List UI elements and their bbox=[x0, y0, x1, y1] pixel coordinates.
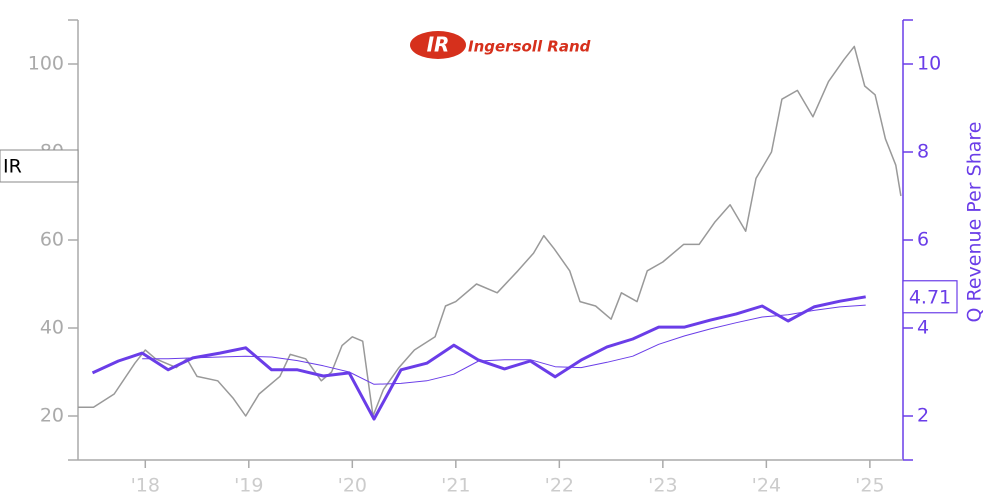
x-tick-label: '20 bbox=[338, 475, 367, 497]
y-tick-label: 100 bbox=[28, 53, 64, 75]
series-line bbox=[91, 295, 866, 421]
x-tick-label: '23 bbox=[648, 475, 677, 497]
x-tick-label: '19 bbox=[234, 475, 263, 497]
series-line bbox=[78, 45, 902, 417]
logo-name: Ingersoll Rand bbox=[468, 38, 591, 56]
ticker-label: IR bbox=[3, 156, 22, 178]
y2-tick-label: 8 bbox=[917, 141, 929, 163]
y2-tick-label: 4 bbox=[917, 317, 929, 339]
x-tick-label: '18 bbox=[131, 475, 160, 497]
y2-tick-label: 10 bbox=[917, 53, 941, 75]
logo-mark: IR bbox=[427, 33, 450, 57]
y-tick-label: 20 bbox=[40, 405, 64, 427]
x-tick-label: '25 bbox=[855, 475, 884, 497]
x-tick-label: '21 bbox=[441, 475, 470, 497]
y2-tick-label: 2 bbox=[917, 405, 929, 427]
y2-axis-title: Q Revenue Per Share bbox=[964, 122, 986, 323]
ticker-box bbox=[0, 149, 79, 183]
x-tick-label: '24 bbox=[752, 475, 781, 497]
x-tick-label: '22 bbox=[545, 475, 574, 497]
logo: IR Ingersoll Rand bbox=[410, 31, 591, 59]
series-line bbox=[142, 304, 866, 385]
y-tick-label: 40 bbox=[40, 317, 64, 339]
y2-tick-label: 6 bbox=[917, 229, 929, 251]
last-value-box bbox=[902, 280, 958, 314]
logo-badge bbox=[410, 31, 466, 59]
y-tick-label: 60 bbox=[40, 229, 64, 251]
last-value-label: 4.71 bbox=[909, 286, 951, 308]
